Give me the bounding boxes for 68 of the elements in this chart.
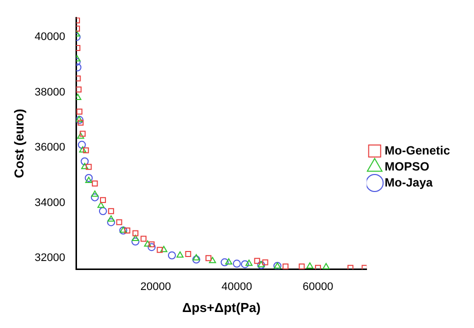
point [124,228,130,234]
x-axis-title: Δps+Δpt(Pa) [182,300,261,315]
y-axis-title: Cost (euro) [11,108,26,178]
point [362,264,367,270]
legend-label: Mo-Genetic [384,143,450,158]
point [116,219,122,226]
point [92,180,98,186]
point [298,263,305,270]
point [140,236,147,242]
point [76,108,82,115]
point [156,246,163,253]
point [131,238,140,246]
point [98,207,107,216]
point [220,258,229,266]
point [108,215,115,222]
point [192,254,200,260]
point [79,146,86,153]
point [76,75,81,82]
point [322,262,330,270]
point [144,240,152,247]
point [80,157,89,166]
y-tick-label: 38000 [34,86,66,98]
legend-label: Mo-Jaya [384,175,434,190]
point [77,132,84,139]
point [315,264,321,270]
point [148,243,156,252]
legend-label: MOPSO [384,159,430,174]
y-tick-label: 32000 [34,252,66,264]
x-tick-label: 40000 [222,280,252,293]
point [108,208,114,214]
point [245,260,253,266]
point [232,260,241,268]
point [254,258,260,264]
point [262,259,268,266]
point [100,197,106,204]
point [91,190,98,197]
point [282,263,288,270]
point [192,256,200,264]
y-tick-label: 34000 [34,196,66,209]
point [82,147,89,154]
x-tick-label: 20000 [140,280,171,293]
point [240,260,249,268]
point [132,230,138,236]
point [306,262,314,269]
point [80,130,86,137]
point [84,174,93,182]
point [176,251,184,258]
point [78,140,86,149]
point [185,251,192,257]
point [225,258,232,265]
point [78,120,84,126]
point [97,202,104,208]
point [90,193,99,202]
point [107,218,116,226]
point [148,241,155,248]
point [132,234,139,242]
point [81,162,88,170]
point [76,86,82,92]
point [86,164,92,170]
point [85,176,92,183]
x-tick-label: 60000 [302,280,334,293]
y-tick-label: 36000 [34,142,66,154]
point [347,264,354,270]
point [208,256,216,264]
point [205,255,212,262]
point [168,251,176,260]
point [160,246,168,252]
y-tick-label: 40000 [34,30,66,43]
